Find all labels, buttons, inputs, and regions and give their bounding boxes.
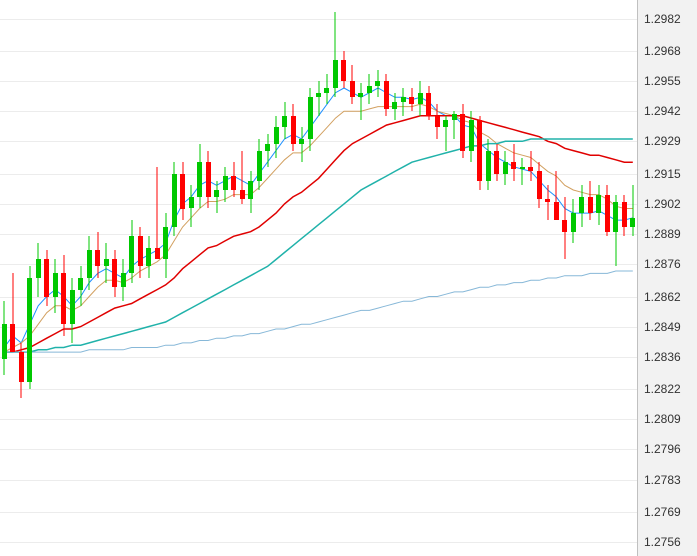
- candle: [358, 0, 363, 556]
- y-tick-label: 1.2902: [644, 197, 681, 211]
- y-tick-label: 1.2796: [644, 442, 681, 456]
- y-tick-label: 1.2968: [644, 44, 681, 58]
- y-tick-label: 1.2942: [644, 104, 681, 118]
- candle: [571, 0, 576, 556]
- candle: [350, 0, 355, 556]
- candle: [274, 0, 279, 556]
- candle: [44, 0, 49, 556]
- candle: [528, 0, 533, 556]
- candle: [129, 0, 134, 556]
- candle: [61, 0, 66, 556]
- candle: [503, 0, 508, 556]
- y-tick-label: 1.2783: [644, 473, 681, 487]
- candle: [324, 0, 329, 556]
- y-tick-label: 1.2889: [644, 227, 681, 241]
- y-tick-label: 1.2809: [644, 412, 681, 426]
- candle: [19, 0, 24, 556]
- candle: [282, 0, 287, 556]
- candle: [452, 0, 457, 556]
- candle: [613, 0, 618, 556]
- candle: [95, 0, 100, 556]
- candle: [588, 0, 593, 556]
- candle: [248, 0, 253, 556]
- candle: [2, 0, 7, 556]
- plot-area[interactable]: [0, 0, 638, 556]
- candle: [214, 0, 219, 556]
- candle: [36, 0, 41, 556]
- candle: [537, 0, 542, 556]
- y-axis: 1.2982 1.2968 1.2955 1.2942 1.2929 1.2915 1.29…: [638, 0, 697, 556]
- y-tick-label: 1.2929: [644, 134, 681, 148]
- candle: [180, 0, 185, 556]
- y-tick-label: 1.2822: [644, 382, 681, 396]
- candle: [520, 0, 525, 556]
- candle: [112, 0, 117, 556]
- candle: [605, 0, 610, 556]
- y-tick-label: 1.2836: [644, 350, 681, 364]
- candle: [265, 0, 270, 556]
- candle: [622, 0, 627, 556]
- candle: [172, 0, 177, 556]
- candle: [27, 0, 32, 556]
- candle: [469, 0, 474, 556]
- candle: [78, 0, 83, 556]
- y-tick-label: 1.2756: [644, 535, 681, 549]
- candle: [579, 0, 584, 556]
- candle: [554, 0, 559, 556]
- candle: [291, 0, 296, 556]
- candle: [630, 0, 635, 556]
- y-tick-label: 1.2849: [644, 320, 681, 334]
- candle: [146, 0, 151, 556]
- candle: [409, 0, 414, 556]
- candle: [53, 0, 58, 556]
- y-tick-label: 1.2915: [644, 167, 681, 181]
- candle: [443, 0, 448, 556]
- candle: [163, 0, 168, 556]
- candle: [545, 0, 550, 556]
- candle: [401, 0, 406, 556]
- candle: [70, 0, 75, 556]
- candle: [155, 0, 160, 556]
- candle: [189, 0, 194, 556]
- candle: [375, 0, 380, 556]
- candle: [384, 0, 389, 556]
- y-tick-label: 1.2862: [644, 290, 681, 304]
- candle: [418, 0, 423, 556]
- candle: [121, 0, 126, 556]
- candle: [460, 0, 465, 556]
- candle: [299, 0, 304, 556]
- candle: [596, 0, 601, 556]
- candle: [477, 0, 482, 556]
- y-tick-label: 1.2982: [644, 12, 681, 26]
- candle: [494, 0, 499, 556]
- y-tick-label: 1.2955: [644, 74, 681, 88]
- candle: [231, 0, 236, 556]
- candle: [87, 0, 92, 556]
- candle: [240, 0, 245, 556]
- candle: [308, 0, 313, 556]
- candle: [341, 0, 346, 556]
- y-tick-label: 1.2769: [644, 505, 681, 519]
- candle: [511, 0, 516, 556]
- candle: [392, 0, 397, 556]
- candle: [367, 0, 372, 556]
- candle: [316, 0, 321, 556]
- y-tick-label: 1.2876: [644, 257, 681, 271]
- candle: [426, 0, 431, 556]
- candle: [138, 0, 143, 556]
- candle: [197, 0, 202, 556]
- candle: [486, 0, 491, 556]
- candle: [333, 0, 338, 556]
- candle: [223, 0, 228, 556]
- candle: [10, 0, 15, 556]
- candle: [562, 0, 567, 556]
- candle: [206, 0, 211, 556]
- candle: [257, 0, 262, 556]
- candle: [435, 0, 440, 556]
- candlestick-chart: 1.2982 1.2968 1.2955 1.2942 1.2929 1.2915 1.29…: [0, 0, 697, 556]
- candle: [104, 0, 109, 556]
